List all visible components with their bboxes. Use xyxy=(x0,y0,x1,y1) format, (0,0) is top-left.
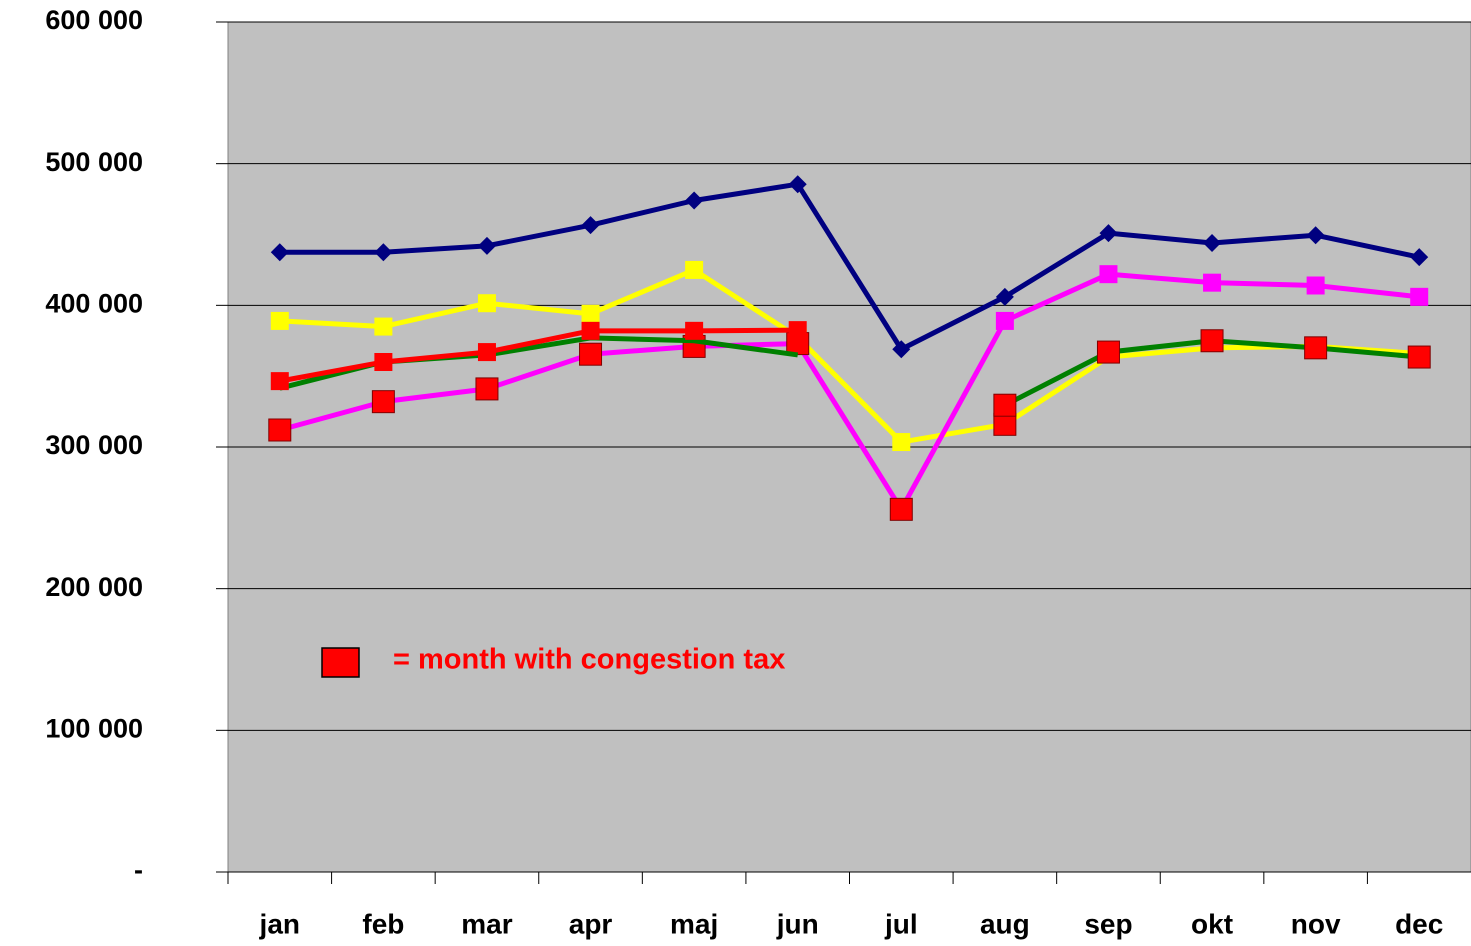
marker xyxy=(371,390,395,414)
marker xyxy=(581,304,600,323)
marker xyxy=(1099,224,1118,243)
marker xyxy=(374,317,393,336)
marker xyxy=(581,321,600,340)
series-line xyxy=(279,327,798,384)
marker xyxy=(685,260,704,279)
series-line xyxy=(279,271,1420,512)
marker xyxy=(1203,234,1222,252)
series-line xyxy=(279,181,1420,352)
marker xyxy=(475,377,499,401)
x-tick-label: jun xyxy=(776,908,819,939)
marker xyxy=(995,287,1014,306)
y-tick-label: 100 000 xyxy=(45,713,143,743)
marker xyxy=(1304,336,1328,360)
x-tick-label: sep xyxy=(1084,908,1132,939)
legend-swatch xyxy=(321,647,360,678)
marker xyxy=(995,311,1014,330)
x-tick-label: okt xyxy=(1191,908,1233,939)
marker xyxy=(374,243,393,262)
marker xyxy=(993,393,1017,417)
marker xyxy=(685,321,704,340)
marker xyxy=(1410,248,1429,267)
marker xyxy=(268,418,292,442)
marker xyxy=(374,353,393,371)
marker xyxy=(477,236,496,255)
marker xyxy=(1096,340,1120,364)
x-tick-label: mar xyxy=(461,908,512,939)
marker xyxy=(685,191,704,210)
marker xyxy=(1306,226,1325,245)
marker xyxy=(270,243,289,262)
marker xyxy=(581,216,600,235)
marker xyxy=(1410,287,1429,306)
x-tick-label: dec xyxy=(1395,908,1443,939)
x-tick-label: jan xyxy=(259,908,300,939)
marker xyxy=(788,321,807,340)
marker xyxy=(1306,276,1325,295)
y-tick-label: 600 000 xyxy=(45,5,143,35)
x-tick-label: apr xyxy=(569,908,613,939)
x-tick-label: aug xyxy=(980,908,1030,939)
marker xyxy=(270,372,289,391)
marker xyxy=(477,294,496,313)
marker xyxy=(1407,345,1431,369)
marker xyxy=(889,497,913,521)
marker xyxy=(1099,265,1118,284)
marker xyxy=(892,433,911,452)
x-tick-label: jul xyxy=(884,908,918,939)
series-line xyxy=(279,267,1420,445)
y-tick-label: - xyxy=(134,855,143,885)
x-tick-label: feb xyxy=(362,908,404,939)
marker xyxy=(1203,273,1222,292)
y-tick-label: 200 000 xyxy=(45,572,143,602)
marker xyxy=(270,311,289,330)
y-tick-label: 300 000 xyxy=(45,430,143,460)
legend-text: = month with congestion tax xyxy=(393,644,785,676)
marker xyxy=(1200,329,1224,353)
x-tick-label: maj xyxy=(670,908,718,939)
marker xyxy=(477,343,496,362)
marker xyxy=(579,342,603,366)
y-tick-label: 400 000 xyxy=(45,288,143,318)
marker xyxy=(788,175,807,194)
marker xyxy=(892,340,911,359)
y-tick-label: 500 000 xyxy=(45,147,143,177)
x-tick-label: nov xyxy=(1291,908,1341,939)
